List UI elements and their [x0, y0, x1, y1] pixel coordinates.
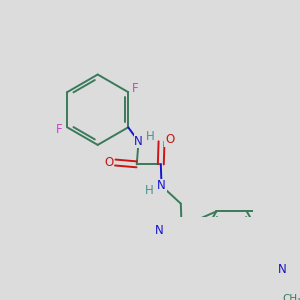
- Text: N: N: [155, 224, 164, 237]
- Text: CH₃: CH₃: [282, 294, 300, 300]
- Text: N: N: [157, 179, 166, 192]
- Text: N: N: [278, 263, 287, 277]
- Text: F: F: [56, 123, 62, 136]
- Text: H: H: [146, 130, 155, 143]
- Text: H: H: [145, 184, 154, 197]
- Text: N: N: [134, 135, 143, 148]
- Text: F: F: [132, 82, 138, 95]
- Text: O: O: [165, 133, 174, 146]
- Text: O: O: [104, 156, 113, 169]
